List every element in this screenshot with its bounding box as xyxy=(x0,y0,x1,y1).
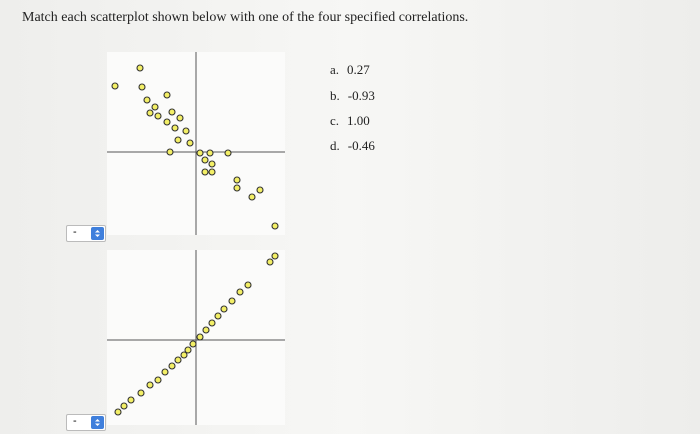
point xyxy=(120,402,128,410)
point xyxy=(208,160,216,168)
point xyxy=(146,109,154,117)
point xyxy=(171,124,179,132)
dropdown-selected: - xyxy=(73,415,77,427)
option-value: -0.46 xyxy=(347,138,375,153)
point xyxy=(127,396,135,404)
option-letter: c. xyxy=(330,113,340,128)
point xyxy=(256,186,264,194)
points xyxy=(114,252,279,416)
point xyxy=(168,362,176,370)
point xyxy=(182,127,190,135)
point xyxy=(174,356,182,364)
point xyxy=(208,168,216,176)
dropdown[interactable]: - xyxy=(66,414,106,431)
option-letter: b. xyxy=(330,88,340,103)
point xyxy=(206,149,214,157)
point xyxy=(161,368,169,376)
dropdown-arrows xyxy=(95,230,100,237)
point xyxy=(271,222,279,230)
dropdown-arrows xyxy=(95,419,100,426)
points xyxy=(111,64,279,230)
option: c. 1.00 xyxy=(330,113,370,129)
point xyxy=(184,346,192,354)
option-letter: d. xyxy=(330,138,340,153)
point xyxy=(186,139,194,147)
point xyxy=(174,136,182,144)
point xyxy=(233,176,241,184)
point xyxy=(138,83,146,91)
point xyxy=(168,108,176,116)
dropdown-selected: - xyxy=(73,226,77,238)
point xyxy=(196,333,204,341)
point xyxy=(146,381,154,389)
point xyxy=(163,91,171,99)
point xyxy=(196,149,204,157)
point xyxy=(228,297,236,305)
point xyxy=(236,288,244,296)
dropdown-button[interactable] xyxy=(91,227,104,240)
point xyxy=(233,184,241,192)
point xyxy=(137,389,145,397)
point xyxy=(201,156,209,164)
option-value: 1.00 xyxy=(347,113,370,128)
point xyxy=(151,103,159,111)
option: b. -0.93 xyxy=(330,88,375,104)
point xyxy=(202,326,210,334)
point xyxy=(201,168,209,176)
point xyxy=(163,118,171,126)
point xyxy=(189,340,197,348)
option-value: 0.27 xyxy=(347,62,370,77)
point xyxy=(220,305,228,313)
point xyxy=(266,258,274,266)
question-text: Match each scatterplot shown below with … xyxy=(22,10,469,25)
option-value: -0.93 xyxy=(347,88,375,103)
point xyxy=(208,319,216,327)
dropdown-button[interactable] xyxy=(91,416,104,429)
point xyxy=(136,64,144,72)
point xyxy=(214,312,222,320)
scatterplot-1 xyxy=(107,52,285,235)
option: d. -0.46 xyxy=(330,138,375,154)
point xyxy=(271,252,279,260)
point xyxy=(248,193,256,201)
point xyxy=(224,149,232,157)
dropdown[interactable]: - xyxy=(66,225,106,242)
point xyxy=(176,114,184,122)
point xyxy=(143,96,151,104)
point xyxy=(154,376,162,384)
point xyxy=(111,82,119,90)
option-letter: a. xyxy=(330,62,340,77)
point xyxy=(166,148,174,156)
point xyxy=(244,281,252,289)
option: a. 0.27 xyxy=(330,62,370,78)
scatterplot-2 xyxy=(107,250,285,425)
point xyxy=(114,408,122,416)
point xyxy=(154,112,162,120)
point xyxy=(180,351,188,359)
